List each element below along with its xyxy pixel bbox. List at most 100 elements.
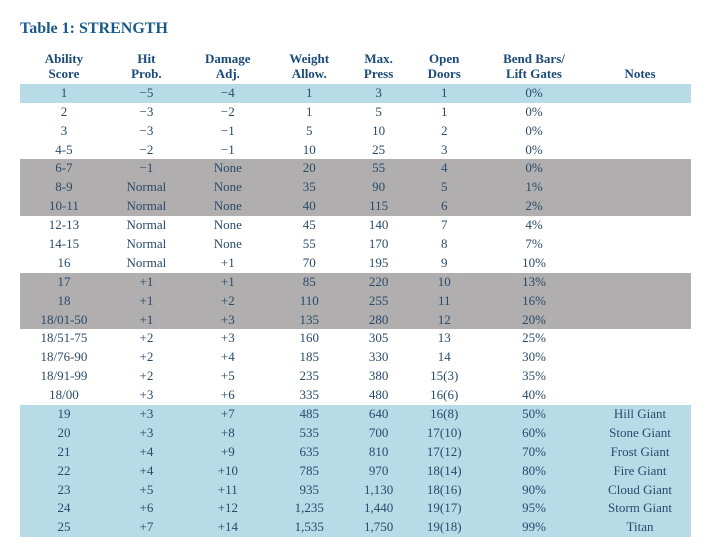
table-cell: 160 <box>271 329 348 348</box>
table-cell: 17(10) <box>409 424 479 443</box>
table-cell: 3 <box>348 84 410 103</box>
table-cell: 480 <box>348 386 410 405</box>
table-cell: 6 <box>409 197 479 216</box>
table-cell <box>589 273 691 292</box>
table-cell: 5 <box>271 122 348 141</box>
column-header: HitProb. <box>108 50 185 84</box>
table-row: 19+3+748564016(8)50%Hill Giant <box>20 405 691 424</box>
table-cell <box>589 292 691 311</box>
table-cell: +6 <box>108 499 185 518</box>
table-cell: 115 <box>348 197 410 216</box>
table-body: 1−5−41310%2−3−21510%3−3−151020%4-5−2−110… <box>20 84 691 537</box>
table-cell <box>589 103 691 122</box>
table-cell <box>589 216 691 235</box>
table-cell <box>589 122 691 141</box>
table-cell: +2 <box>108 348 185 367</box>
table-cell: +9 <box>185 443 271 462</box>
table-cell: 5 <box>348 103 410 122</box>
table-cell: +3 <box>108 405 185 424</box>
table-row: 18/00+3+633548016(6)40% <box>20 386 691 405</box>
table-row: 6-7−1None205540% <box>20 159 691 178</box>
table-cell: 16(8) <box>409 405 479 424</box>
table-cell: 1,130 <box>348 481 410 500</box>
table-cell: 10 <box>271 141 348 160</box>
column-header: OpenDoors <box>409 50 479 84</box>
table-row: 18/51-75+2+31603051325% <box>20 329 691 348</box>
table-row: 20+3+853570017(10)60%Stone Giant <box>20 424 691 443</box>
table-cell: +14 <box>185 518 271 537</box>
table-cell: 635 <box>271 443 348 462</box>
table-cell: 24 <box>20 499 108 518</box>
table-cell: 255 <box>348 292 410 311</box>
table-cell: 7% <box>479 235 589 254</box>
table-cell: 8-9 <box>20 178 108 197</box>
table-cell: 18/00 <box>20 386 108 405</box>
table-cell: 1,440 <box>348 499 410 518</box>
table-cell: −1 <box>185 122 271 141</box>
table-cell: +3 <box>185 329 271 348</box>
table-row: 25+7+141,5351,75019(18)99%Titan <box>20 518 691 537</box>
table-cell: Titan <box>589 518 691 537</box>
table-cell: 0% <box>479 141 589 160</box>
table-cell: 2 <box>20 103 108 122</box>
table-cell: 40% <box>479 386 589 405</box>
table-cell: +7 <box>185 405 271 424</box>
table-cell: 0% <box>479 103 589 122</box>
table-cell: +1 <box>185 254 271 273</box>
table-cell: 35 <box>271 178 348 197</box>
table-cell: +7 <box>108 518 185 537</box>
table-row: 17+1+1852201013% <box>20 273 691 292</box>
column-header: DamageAdj. <box>185 50 271 84</box>
table-cell <box>589 84 691 103</box>
table-cell: None <box>185 216 271 235</box>
table-cell: 2 <box>409 122 479 141</box>
table-cell: Cloud Giant <box>589 481 691 500</box>
table-row: 16Normal+170195910% <box>20 254 691 273</box>
table-cell: 3 <box>409 141 479 160</box>
table-cell: +2 <box>108 367 185 386</box>
table-cell: 19 <box>20 405 108 424</box>
table-row: 21+4+963581017(12)70%Frost Giant <box>20 443 691 462</box>
table-cell: 380 <box>348 367 410 386</box>
table-cell: 20 <box>271 159 348 178</box>
table-cell: 19(17) <box>409 499 479 518</box>
table-cell: −1 <box>108 159 185 178</box>
strength-table: AbilityScoreHitProb.DamageAdj.WeightAllo… <box>20 50 691 537</box>
table-cell: 1 <box>271 84 348 103</box>
table-cell: Normal <box>108 254 185 273</box>
table-cell: +4 <box>185 348 271 367</box>
table-cell: +3 <box>108 386 185 405</box>
table-cell: −2 <box>185 103 271 122</box>
table-cell: 970 <box>348 462 410 481</box>
table-cell: 7 <box>409 216 479 235</box>
table-cell: +1 <box>108 273 185 292</box>
table-cell: 6-7 <box>20 159 108 178</box>
table-cell: 535 <box>271 424 348 443</box>
table-header: AbilityScoreHitProb.DamageAdj.WeightAllo… <box>20 50 691 84</box>
table-cell: +4 <box>108 462 185 481</box>
table-row: 4-5−2−1102530% <box>20 141 691 160</box>
table-cell: 10% <box>479 254 589 273</box>
table-cell: 16% <box>479 292 589 311</box>
table-cell: 140 <box>348 216 410 235</box>
table-cell: None <box>185 159 271 178</box>
table-cell: 485 <box>271 405 348 424</box>
column-header: Max.Press <box>348 50 410 84</box>
table-cell: 195 <box>348 254 410 273</box>
table-cell: 55 <box>271 235 348 254</box>
table-cell: 640 <box>348 405 410 424</box>
table-cell: 9 <box>409 254 479 273</box>
table-cell <box>589 197 691 216</box>
table-cell <box>589 386 691 405</box>
table-cell: None <box>185 197 271 216</box>
column-header: WeightAllow. <box>271 50 348 84</box>
table-cell <box>589 141 691 160</box>
table-cell: +12 <box>185 499 271 518</box>
table-cell: +5 <box>185 367 271 386</box>
table-cell: 12-13 <box>20 216 108 235</box>
table-cell: +10 <box>185 462 271 481</box>
table-cell: 18/01-50 <box>20 311 108 330</box>
table-cell <box>589 235 691 254</box>
table-cell: 1,750 <box>348 518 410 537</box>
table-cell: −5 <box>108 84 185 103</box>
